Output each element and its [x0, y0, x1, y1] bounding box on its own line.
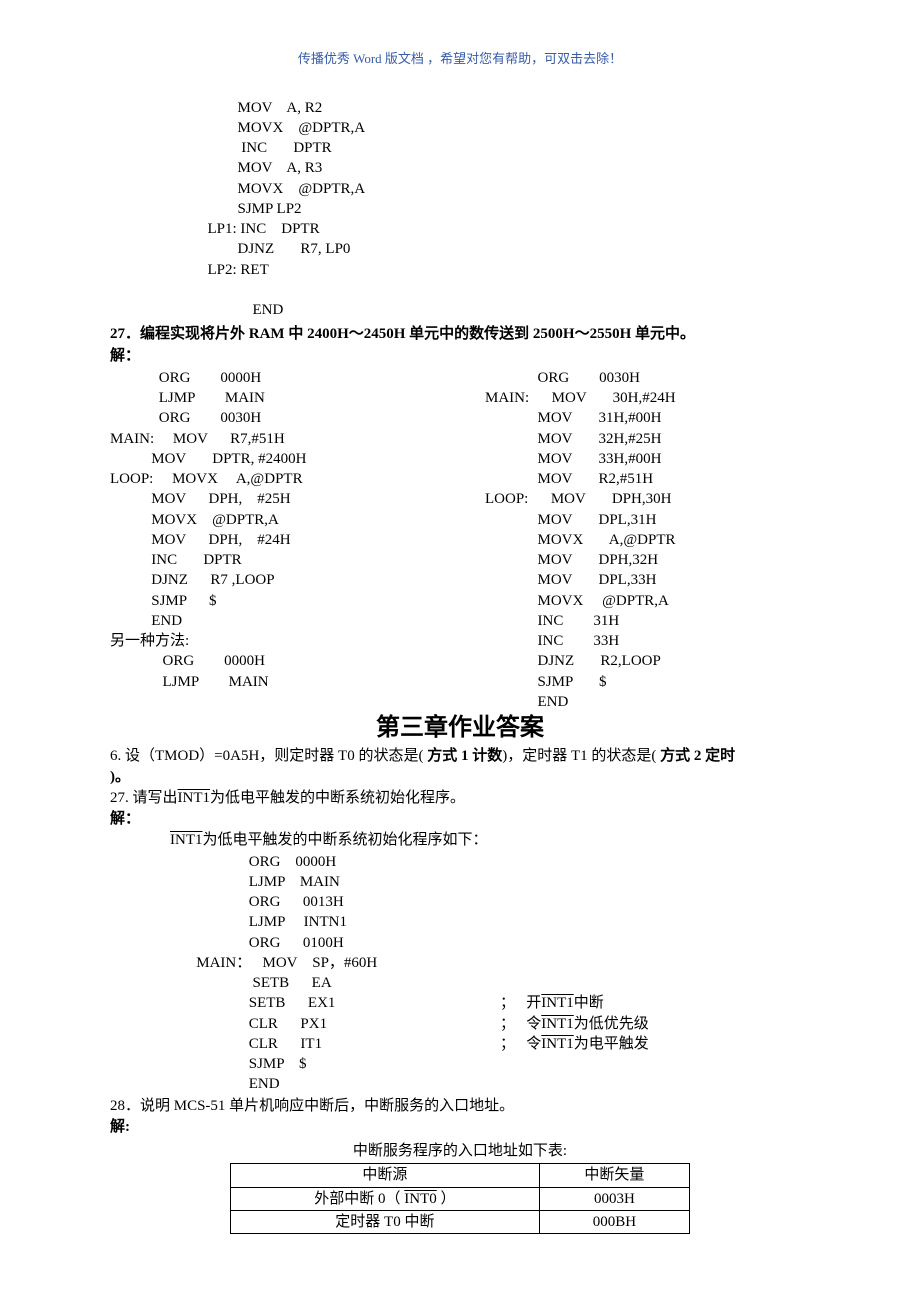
chapter-title: 第三章作业答案: [110, 712, 810, 744]
table-header-cell: 中断源: [231, 1164, 540, 1187]
table-caption: 中断服务程序的入口地址如下表:: [110, 1141, 810, 1161]
table-cell: 0003H: [539, 1187, 689, 1210]
table-row: 定时器 T0 中断 000BH: [231, 1210, 690, 1233]
overline-int1-b: INT1: [170, 832, 203, 848]
interrupt-table: 中断源 中断矢量 外部中断 0（ INT0 ） 0003H 定时器 T0 中断 …: [230, 1163, 690, 1234]
page-header: 传播优秀 Word 版文档 ，希望对您有帮助，可双击去除！: [110, 50, 810, 68]
q27-title: 27．编程实现将片外 RAM 中 2400H～2450H 单元中的数传送到 25…: [110, 324, 810, 344]
q6-text: 6. 设（TMOD）=0A5H，则定时器 T0 的状态是( 方式 1 计数)，定…: [110, 746, 810, 787]
q28-text: 28．说明 MCS-51 单片机响应中断后，中断服务的入口地址。: [110, 1096, 810, 1116]
table-header-row: 中断源 中断矢量: [231, 1164, 690, 1187]
q27b-question: 27. 请写出INT1为低电平触发的中断系统初始化程序。: [110, 788, 810, 808]
q27-left-col: ORG 0000H LJMP MAIN ORG 0030H MAIN: MOV …: [110, 368, 435, 712]
top-code-block: MOV A, R2 MOVX @DPTR,A INC DPTR MOV A, R…: [200, 98, 810, 321]
q27-two-column-code: ORG 0000H LJMP MAIN ORG 0030H MAIN: MOV …: [110, 368, 810, 712]
table-cell: 000BH: [539, 1210, 689, 1233]
q27b-answer-label: 解：: [110, 809, 810, 829]
q28-answer-label: 解:: [110, 1117, 810, 1137]
q27b-intro: INT1为低电平触发的中断系统初始化程序如下：: [170, 830, 810, 850]
q27b-code-block: ORG 0000H LJMP MAIN ORG 0013H LJMP INTN1…: [170, 852, 810, 1095]
table-cell: 定时器 T0 中断: [231, 1210, 540, 1233]
q27-right-col: ORG 0030H MAIN: MOV 30H,#24H MOV 31H,#00…: [485, 368, 810, 712]
table-row: 外部中断 0（ INT0 ） 0003H: [231, 1187, 690, 1210]
q27-answer-label: 解：: [110, 346, 810, 366]
table-header-cell: 中断矢量: [539, 1164, 689, 1187]
table-cell: 外部中断 0（ INT0 ）: [231, 1187, 540, 1210]
overline-int1: INT1: [178, 790, 211, 806]
